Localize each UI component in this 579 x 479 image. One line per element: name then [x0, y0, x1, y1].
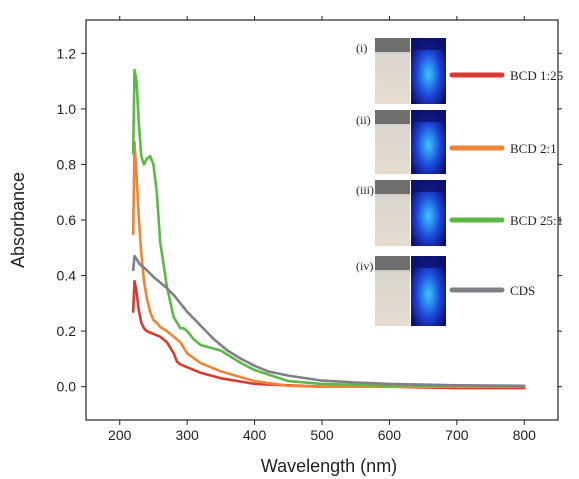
inset-photos: (i) (ii) (iii) (iv) — [356, 38, 446, 326]
x-axis-title: Wavelength (nm) — [261, 456, 397, 476]
series-line — [131, 254, 526, 388]
x-tick-label: 500 — [310, 427, 334, 443]
vial-cap — [411, 180, 446, 192]
series-line — [131, 140, 526, 388]
y-tick-label: 0.4 — [57, 268, 77, 284]
y-tick-label: 0.6 — [57, 212, 77, 228]
y-tick-label: 0.8 — [57, 156, 77, 172]
y-axis-title: Absorbance — [8, 172, 28, 268]
vial-cap — [375, 110, 410, 124]
legend-label: BCD 1:25 — [510, 68, 563, 83]
legend: BCD 1:25 BCD 2:1 BCD 25:1 CDS — [449, 68, 563, 298]
ticks: 200 300 400 500 600 700 800 0.0 0.2 0.4 0.6 0.8 1.0 1… — [57, 16, 562, 443]
legend-label: BCD 25:1 — [510, 213, 563, 228]
series-line — [131, 68, 526, 388]
x-tick-label: 200 — [108, 427, 132, 443]
x-tick-label: 600 — [378, 427, 402, 443]
vial-cap — [375, 180, 410, 194]
inset-label: (i) — [356, 41, 367, 55]
x-tick-label: 700 — [445, 427, 469, 443]
x-tick-label: 800 — [513, 427, 537, 443]
vial-cap — [411, 110, 446, 122]
y-tick-label: 0.0 — [57, 379, 77, 395]
inset-label: (iv) — [356, 259, 373, 273]
x-tick-label: 400 — [243, 427, 267, 443]
y-tick-label: 1.0 — [57, 101, 77, 117]
vial-cap — [375, 256, 410, 270]
legend-label: BCD 2:1 — [510, 141, 557, 156]
series-line — [131, 279, 526, 390]
legend-label: CDS — [510, 283, 535, 298]
x-tick-label: 300 — [175, 427, 199, 443]
inset-label: (ii) — [356, 113, 371, 127]
inset-label: (iii) — [356, 183, 374, 197]
y-tick-label: 1.2 — [57, 45, 77, 61]
vial-cap — [411, 38, 446, 50]
series-lines — [131, 68, 526, 390]
y-tick-label: 0.2 — [57, 323, 77, 339]
vial-cap — [411, 256, 446, 268]
vial-cap — [375, 38, 410, 52]
